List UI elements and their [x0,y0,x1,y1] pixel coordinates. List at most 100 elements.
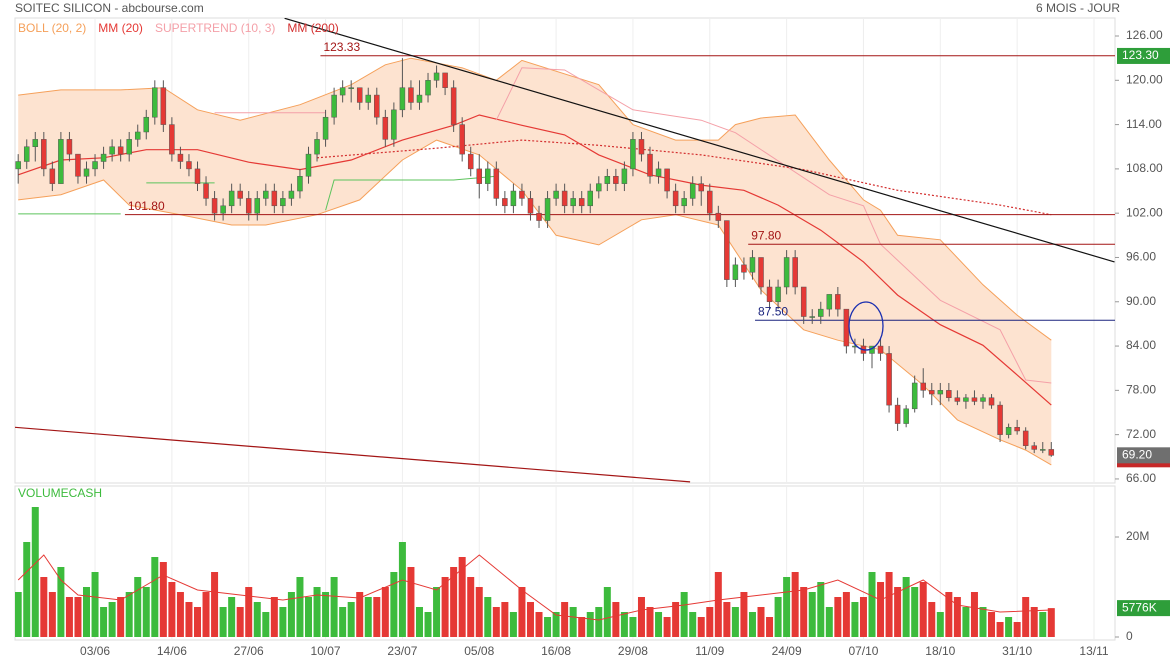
candle-body [75,153,81,177]
candle-body [911,382,918,410]
volume-bar [680,592,688,637]
volume-bar [219,607,227,637]
candle-body [280,198,286,207]
y-tick-label: 72.00 [1126,427,1156,441]
volume-bar [544,617,552,637]
candle-body [1031,445,1037,450]
volume-bar [467,577,475,637]
volume-bar [1013,622,1021,637]
candle-body [920,382,926,391]
volume-bar [629,617,637,637]
candle-body [877,345,884,354]
legend-entry: BOLL (20, 2) [18,21,86,35]
candle-body [681,198,687,207]
volume-bar [83,587,91,637]
candle-body [937,390,944,395]
volume-bar [433,587,441,637]
volume-bar [125,592,133,637]
candle-body [749,257,756,273]
volume-bar [279,607,287,637]
candle-body [109,146,115,155]
candle-body [596,183,602,192]
volume-bar [766,617,774,637]
volume-bar [381,587,389,637]
candle-body [1022,430,1029,446]
volume-bar [484,597,492,637]
candle-body [331,94,337,118]
candle-body [23,146,30,162]
x-tick-label: 23/07 [387,644,417,658]
volume-bar [245,587,253,637]
y-tick-label: 96.00 [1126,250,1156,264]
candle-body [715,212,722,221]
candle-body [510,190,517,207]
volume-bar [458,557,466,637]
y-tick-label: 84.00 [1126,338,1156,352]
volume-bar [996,622,1004,637]
volume-bar [783,577,791,637]
volume-bar [911,587,919,637]
candle-body [988,397,995,406]
volume-bar [578,617,586,637]
volume-bar [373,597,381,637]
volume-bar [868,572,876,637]
volume-bar [262,612,270,637]
volume-bar [962,607,970,637]
candle-body [467,153,474,170]
band-lower [18,139,1052,466]
volume-bar [48,592,56,637]
moving-average [18,114,1052,406]
y-tick-label: 20M [1126,529,1149,543]
candle-body [929,390,935,395]
volume-bar [31,507,39,637]
trendline [284,18,1115,263]
candle-body [476,168,483,184]
candle-body [134,131,141,140]
x-tick-label: 14/06 [157,644,187,658]
x-tick-label: 05/08 [464,644,494,658]
candle-body [766,286,773,303]
volume-bar [689,612,697,637]
volume-bar [356,592,364,637]
candle-body [903,408,909,424]
candle-body [126,139,132,155]
volume-bar [74,597,82,637]
x-tick-label: 31/10 [1002,644,1032,658]
volume-bar [322,592,330,637]
volume-bar [586,612,594,637]
candle-body [613,176,619,184]
volume-bar [595,607,603,637]
volume-bar [928,602,936,637]
volume-bar [117,597,125,637]
volume-bar [988,612,996,637]
volume-bar [800,587,808,637]
volume-bar [1005,617,1013,637]
candle-body [971,397,978,402]
volume-bar [398,542,406,637]
candle-body [442,72,448,88]
price-label-box [1117,447,1170,464]
candle-body [263,190,269,199]
candle-body [1005,427,1012,435]
candle-body [143,116,150,133]
x-tick-label: 16/08 [541,644,571,658]
band-fill [18,58,1052,465]
price-label-box [1117,47,1170,64]
candle-body [433,72,440,81]
level-label: 123.33 [323,40,360,54]
volume-bar [970,592,978,637]
candle-body [32,139,39,147]
volume-bar [569,607,577,637]
x-tick-label: 18/10 [925,644,955,658]
volume-bar [65,597,73,637]
candle-body [843,308,850,347]
volume-bar [339,607,347,637]
volume-bar [851,602,859,637]
candle-body [519,190,525,199]
volume-bar [723,602,731,637]
candle-body [835,294,841,310]
candle-body [561,190,568,207]
candle-body [698,183,704,192]
candle-body [800,286,807,317]
y-tick-label: 0 [1126,629,1133,643]
